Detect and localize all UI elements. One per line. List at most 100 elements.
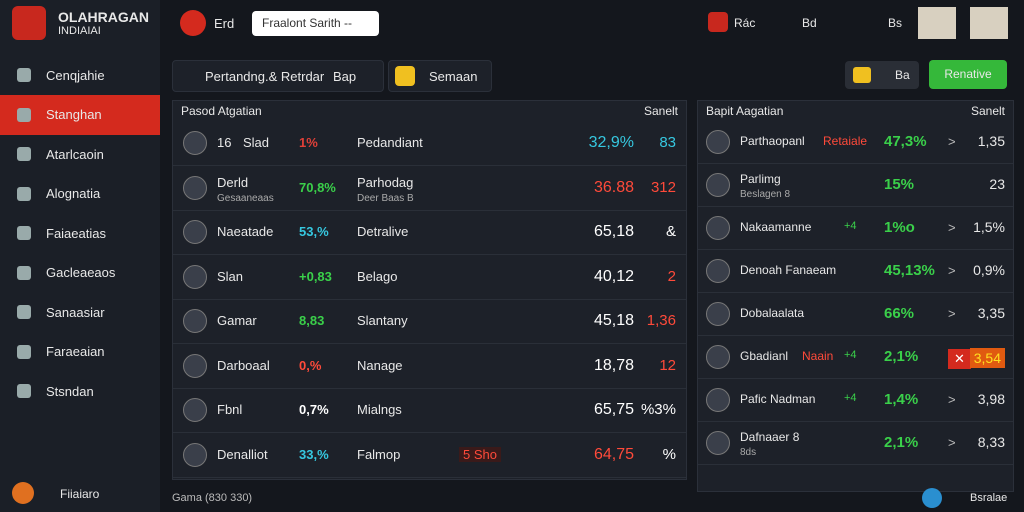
team-name: Parlimg	[740, 172, 781, 186]
pct: 1%o	[884, 219, 915, 236]
logo	[12, 6, 46, 40]
top-link[interactable]: Bs	[888, 16, 903, 30]
desc: Parhodag	[357, 174, 414, 190]
table-row[interactable]: Dobalaalata 66% >3,35	[698, 293, 1013, 336]
table-title: Bapit Aagatian	[706, 104, 784, 118]
pct: 70,8%	[299, 179, 336, 195]
value: 23	[989, 176, 1005, 192]
table-row[interactable]: Parlimg Beslagen 8 15% 23	[698, 164, 1013, 207]
sort[interactable]: Sanelt	[970, 104, 1005, 118]
table-row[interactable]: Dafnaaer 8 8ds 2,1% >8,33	[698, 422, 1013, 465]
team-sub: Beslagen 8	[740, 189, 791, 200]
table-row[interactable]: Pafic Nadman +4 1,4% >3,98	[698, 379, 1013, 422]
table-row[interactable]: Darboaal 0,% Nanage 18,78 12	[173, 344, 686, 389]
brand-title: OLAHRAGAN	[58, 9, 149, 25]
table-row[interactable]: Nakaamanne +4 1%o >1,5%	[698, 207, 1013, 250]
right-table: Bapit Aagatian Sanelt Parthaopanl Retaial…	[697, 100, 1014, 492]
footer: Gama (830 330)	[172, 492, 253, 504]
nav-item[interactable]: Alognatia	[0, 174, 160, 214]
nav-item[interactable]: Stsndan	[0, 371, 160, 411]
team-name: Darboaal	[217, 357, 270, 373]
icon	[922, 488, 942, 508]
icon	[708, 12, 728, 32]
table-row[interactable]: Gamar 8,83 Slantany 45,18 1,36	[173, 299, 686, 344]
team-name: Gbadianl	[740, 349, 789, 363]
team-name: Nakaamanne	[740, 220, 812, 234]
pct: 45,13%	[884, 262, 935, 279]
nav-item[interactable]: Cenqjahie	[0, 55, 160, 95]
table-row[interactable]: Denoah Fanaeam 45,13% >0,9%	[698, 250, 1013, 293]
arrow: >	[948, 220, 956, 235]
tag: 5 Sho	[459, 446, 501, 462]
pct: 1%	[299, 135, 318, 150]
team-icon	[183, 442, 207, 467]
value: 64,75	[593, 445, 634, 463]
desc: Nanage	[357, 357, 403, 373]
sidebar-footer[interactable]: Fiiaiaro	[60, 487, 100, 501]
table-row[interactable]: Naeatade 53,% Detralive 65,18 &	[173, 210, 686, 255]
filter[interactable]: Pertandng.& Retrdar Bap	[172, 60, 384, 92]
team-icon	[706, 345, 730, 369]
table-row[interactable]: Denalliot 33,% Falmop 5 Sho 64,75%	[173, 433, 686, 478]
delta: +4	[844, 220, 857, 232]
value: 45,18	[593, 312, 634, 329]
extra: %	[662, 445, 676, 463]
filter-label: Pertandng.& Retrdar	[205, 69, 325, 84]
pct: 2,1%	[884, 348, 919, 365]
pct: 53,%	[299, 224, 329, 239]
icon	[853, 67, 871, 83]
icon	[395, 66, 415, 86]
top-link[interactable]: Bd	[802, 16, 817, 30]
tab[interactable]: Erd	[214, 16, 235, 31]
extra: %3%	[640, 401, 676, 418]
table-row[interactable]: Slan +0,83 Belago 40,12 2	[173, 255, 686, 300]
button[interactable]: Ba	[845, 61, 919, 89]
team-name: 16	[217, 135, 232, 150]
select[interactable]: Semaan	[388, 60, 492, 92]
sort[interactable]: Sanelt	[643, 104, 678, 118]
primary-button[interactable]: Renative	[929, 60, 1007, 89]
team-name-2: Naain	[802, 349, 834, 363]
table-row[interactable]: Derld Gesaaneaas 70,8% Parhodag Deer Baas B 3…	[173, 166, 686, 211]
nav-item[interactable]: Faiaeatias	[0, 213, 160, 253]
team-icon	[183, 220, 207, 244]
pct: 66%	[884, 305, 915, 322]
team-icon	[183, 264, 207, 289]
team-icon	[183, 131, 207, 155]
user-photo	[970, 7, 1008, 39]
team-name-2: Retaiale	[823, 134, 868, 148]
user-photo	[918, 7, 956, 39]
arrow: >	[948, 263, 956, 278]
desc: Mialngs	[357, 402, 402, 417]
team-icon	[706, 388, 730, 412]
team-name: Parthaopanl	[740, 134, 805, 148]
table-row[interactable]: Fbnl 0,7% Mialngs 65,75 %3%	[173, 388, 686, 433]
nav-item[interactable]: Stanghan	[0, 94, 160, 135]
team-icon	[706, 259, 730, 283]
value: 1,5%	[973, 219, 1005, 235]
value: 40,12	[593, 267, 634, 285]
value: 36.88	[593, 178, 634, 196]
nav-item[interactable]: Gacleaeaos	[0, 253, 160, 293]
pct: 15%	[884, 176, 915, 193]
nav-item[interactable]: Atarlcaoin	[0, 134, 160, 174]
table-row[interactable]: Parthaopanl Retaiale 47,3% >1,35	[698, 121, 1013, 164]
table-row[interactable]: 16 Slad 1% Pedandiant 32,9% 83	[173, 121, 686, 166]
left-table: Pasod Atgatian Sanelt 16 Slad 1% Pedandiant…	[172, 100, 687, 480]
nav-item[interactable]: Sanaasiar	[0, 292, 160, 332]
nav-item[interactable]: Faraeaian	[0, 332, 160, 372]
team-name: Dafnaaer 8	[740, 430, 800, 444]
search[interactable]: Fraalont Sarith --	[252, 11, 379, 36]
footer-link[interactable]: Bsralae	[970, 492, 1008, 504]
team-name: Dobalaalata	[740, 306, 805, 320]
team-name: Pafic Nadman	[740, 392, 816, 406]
extra: 2	[667, 267, 676, 285]
team-icon	[183, 309, 207, 333]
tab-icon	[180, 10, 206, 36]
table-title: Pasod Atgatian	[181, 104, 262, 118]
arrow: >	[948, 392, 956, 407]
button-label: Ba	[895, 68, 910, 82]
top-link[interactable]: Rác	[734, 16, 756, 30]
table-row[interactable]: Gbadianl Naain +4 2,1% ✕ 3,54	[698, 336, 1013, 379]
pct: 8,83	[299, 313, 325, 328]
